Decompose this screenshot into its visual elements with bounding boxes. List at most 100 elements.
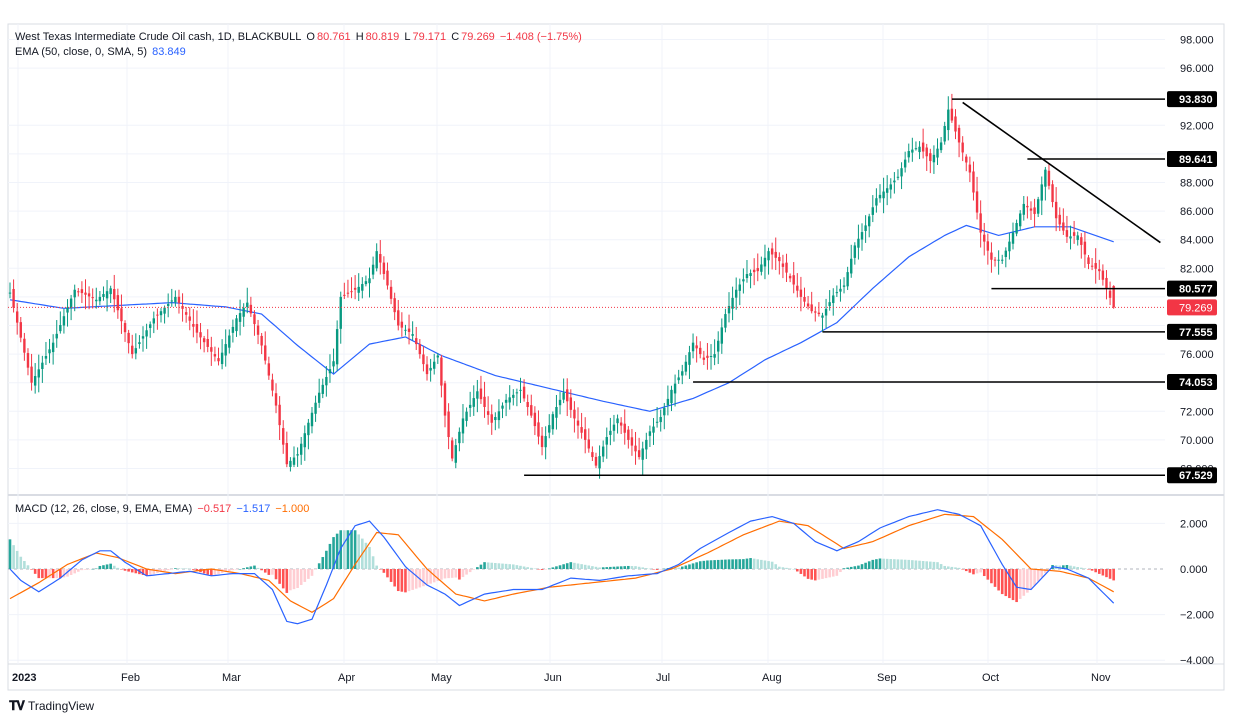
macd-histogram-bar xyxy=(713,560,716,569)
macd-histogram-bar xyxy=(411,569,414,590)
candle xyxy=(120,294,123,334)
candle xyxy=(717,331,720,365)
candle xyxy=(929,148,932,174)
candle-body xyxy=(663,407,666,416)
candle-body xyxy=(562,392,565,400)
macd-histogram-bar xyxy=(580,564,583,569)
macd-histogram-bar xyxy=(813,569,817,581)
candle-body xyxy=(965,156,968,163)
candle xyxy=(389,280,393,305)
candle-body xyxy=(580,427,583,433)
candle-body xyxy=(864,225,867,231)
candle-body xyxy=(713,354,716,358)
candle-body xyxy=(645,439,648,450)
macd-histogram-bar xyxy=(335,533,339,569)
candle-body xyxy=(760,264,763,272)
candle xyxy=(443,380,447,428)
macd-histogram-bar xyxy=(993,569,997,587)
macd-histogram-bar xyxy=(317,563,321,569)
tradingview-logo-icon: 𝐓𝐕 xyxy=(9,698,25,713)
candle-body xyxy=(893,180,896,183)
candle-body xyxy=(120,308,123,322)
candle-body xyxy=(817,312,821,315)
candle xyxy=(533,406,537,436)
candle-body xyxy=(903,159,907,168)
candle xyxy=(900,162,903,190)
macd-histogram-bar xyxy=(828,569,831,578)
candle-body xyxy=(1026,205,1029,208)
macd-histogram-bar xyxy=(957,567,961,569)
candle xyxy=(903,151,907,173)
level-price-label: 67.529 xyxy=(1179,470,1213,482)
candle xyxy=(468,391,472,417)
candle-body xyxy=(12,288,15,308)
candle-body xyxy=(799,289,803,297)
macd-histogram-bar xyxy=(785,567,788,569)
candle xyxy=(66,299,69,327)
candle-body xyxy=(364,281,368,285)
candle xyxy=(824,298,828,329)
macd-histogram-bar xyxy=(975,569,979,574)
high-label: H xyxy=(355,31,364,43)
macd-histogram-bar xyxy=(91,568,94,570)
candle-body xyxy=(1065,230,1069,237)
candle xyxy=(30,353,33,391)
candle-body xyxy=(127,332,130,344)
candle-body xyxy=(1008,241,1011,252)
candle-body xyxy=(84,292,87,295)
candle-body xyxy=(828,302,831,306)
candle-body xyxy=(436,355,440,358)
candle xyxy=(249,296,253,317)
candle-body xyxy=(954,116,957,132)
macd-histogram-bar xyxy=(734,559,738,569)
candle xyxy=(282,420,285,454)
macd-histogram-bar xyxy=(609,566,612,569)
macd-histogram-bar xyxy=(450,569,454,578)
macd-histogram-bar xyxy=(846,567,849,569)
candle xyxy=(691,333,695,359)
macd-histogram-bar xyxy=(253,565,256,569)
macd-histogram-bar xyxy=(950,566,954,569)
candle xyxy=(123,320,127,342)
candle-body xyxy=(450,440,454,459)
candle xyxy=(749,269,752,289)
candle-body xyxy=(767,251,770,261)
candle-body xyxy=(440,357,443,386)
candle-body xyxy=(774,251,777,258)
tradingview-brand[interactable]: 𝐓𝐕 TradingView xyxy=(9,698,94,714)
candle xyxy=(479,375,483,404)
candle xyxy=(562,378,565,404)
candle-body xyxy=(540,435,544,448)
candle xyxy=(357,273,360,301)
candle-body xyxy=(659,417,662,423)
candle xyxy=(957,124,961,158)
candle-body xyxy=(1105,277,1108,289)
macd-histogram-bar xyxy=(472,569,476,570)
candle xyxy=(1047,163,1051,190)
candle xyxy=(253,310,256,336)
candle xyxy=(1015,219,1018,237)
macd-y-tick-label: 2.000 xyxy=(1180,518,1208,530)
candle-body xyxy=(745,274,749,279)
candle xyxy=(576,407,580,439)
candle xyxy=(835,285,839,297)
macd-histogram-bar xyxy=(1083,568,1087,569)
candle-body xyxy=(339,296,342,329)
candle-body xyxy=(835,292,839,294)
candle xyxy=(202,335,206,353)
candle xyxy=(961,136,964,162)
macd-histogram-bar xyxy=(1026,569,1029,593)
macd-histogram-bar xyxy=(371,556,375,569)
candle-body xyxy=(224,344,227,356)
candle xyxy=(109,285,112,304)
macd-histogram-bar xyxy=(378,569,382,570)
candle-body xyxy=(684,361,688,372)
candle xyxy=(587,428,590,453)
candle xyxy=(914,141,918,151)
candle-body xyxy=(792,275,795,285)
candle xyxy=(1051,180,1054,208)
candle xyxy=(663,402,666,430)
macd-histogram-bar xyxy=(817,569,821,580)
macd-histogram-bar xyxy=(37,569,41,579)
candle xyxy=(968,156,972,183)
